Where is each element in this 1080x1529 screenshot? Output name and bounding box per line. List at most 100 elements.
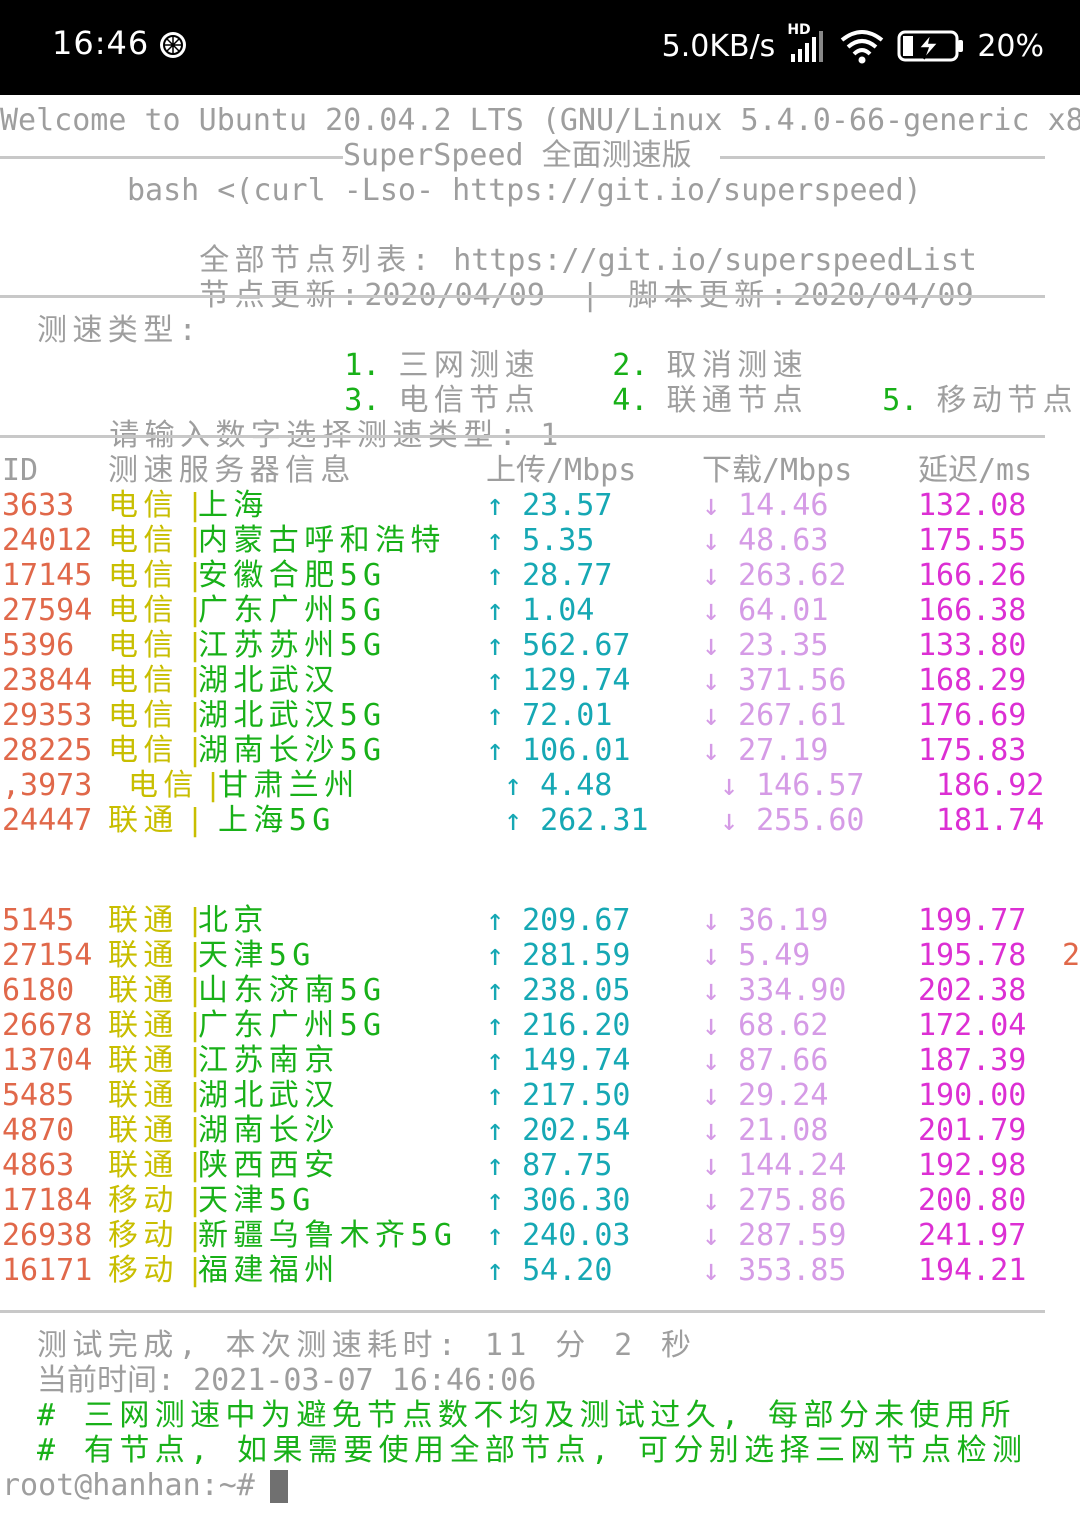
row-location: 湖南长沙 — [198, 1113, 340, 1148]
row-download: ↓ 29.24 — [702, 1078, 829, 1113]
row-id: 3633 — [2, 488, 75, 523]
row-download: ↓ 5.49 — [702, 938, 811, 973]
row-isp: 联通 — [108, 1148, 179, 1183]
row-id: 28225 — [2, 733, 93, 768]
row-upload: ↑ 4.48 — [504, 768, 613, 803]
row-id: 4863 — [2, 1148, 75, 1183]
network-type: HD — [787, 22, 811, 38]
battery-charging-icon — [897, 30, 964, 62]
row-isp: 联通 — [108, 1043, 179, 1078]
row-download: ↓ 287.59 — [702, 1218, 847, 1253]
row-latency: 181.74 — [936, 803, 1045, 838]
welcome-line: Welcome to Ubuntu 20.04.2 LTS (GNU/Linux… — [0, 103, 1080, 138]
row-isp: 电信 — [108, 628, 179, 663]
row-location: 广东广州5G — [198, 1008, 387, 1043]
row-upload: ↑ 72.01 — [486, 698, 613, 733]
row-location: 福建福州 — [198, 1253, 340, 1288]
table-header: ID 测速服务器信息 上传/Mbps 下载/Mbps 延迟/ms — [0, 453, 1080, 698]
header-latency: 延迟/ms — [918, 453, 1033, 488]
row-download: ↓ 144.24 — [702, 1148, 847, 1183]
row-isp: 电信 — [108, 593, 179, 628]
row-latency: 166.26 — [918, 558, 1027, 593]
row-separator: | — [186, 488, 205, 523]
menu-option-3: 3. 电信节点 — [344, 383, 541, 418]
row-latency: 175.55 — [918, 523, 1027, 558]
row-upload: ↑ 306.30 — [486, 1183, 631, 1218]
row-latency: 199.77 — [918, 903, 1027, 938]
row-download: ↓ 14.46 — [702, 488, 829, 523]
row-latency: 133.80 — [918, 628, 1027, 663]
row-isp: 移动 — [108, 1253, 179, 1288]
row-latency: 195.78 — [918, 938, 1027, 973]
row-separator: | — [186, 1148, 205, 1183]
row-isp: 电信 — [108, 488, 179, 523]
row-latency: 176.69 — [918, 698, 1027, 733]
row-upload: ↑ 106.01 — [486, 733, 631, 768]
row-location: 陕西西安 — [198, 1148, 340, 1183]
row-download: ↓ 36.19 — [702, 903, 829, 938]
row-id: 24012 — [2, 523, 93, 558]
row-upload: ↑ 28.77 — [486, 558, 613, 593]
wifi-icon — [841, 30, 884, 64]
row-location: 江苏南京 — [198, 1043, 340, 1078]
signal-icon: HD — [787, 22, 827, 66]
shell-prompt: root@hanhan:~# — [2, 1468, 255, 1503]
row-location: 天津5G — [198, 1183, 316, 1218]
row-latency: 166.38 — [918, 593, 1027, 628]
row-isp: 电信 — [128, 768, 199, 803]
row-location: 山东济南5G — [198, 973, 387, 1008]
terminal-screen[interactable]: Welcome to Ubuntu 20.04.2 LTS (GNU/Linux… — [0, 95, 1080, 1529]
row-latency: 168.29 — [918, 663, 1027, 698]
row-latency: 132.08 — [918, 488, 1027, 523]
row-separator: | — [186, 973, 205, 1008]
row-separator: | — [186, 1113, 205, 1148]
row-location: 甘肃兰州 — [218, 768, 360, 803]
row-upload: ↑ 216.20 — [486, 1008, 631, 1043]
row-upload: ↑ 54.20 — [486, 1253, 613, 1288]
row-isp: 电信 — [108, 698, 179, 733]
row-location: 天津5G — [198, 938, 316, 973]
row-id: ,3973 — [2, 768, 93, 803]
row-separator: | — [204, 768, 223, 803]
row-id: 5485 — [2, 1078, 75, 1113]
row-isp: 电信 — [108, 733, 179, 768]
row-location: 江苏苏州5G — [198, 628, 387, 663]
divider-3 — [0, 1310, 1045, 1313]
row-download: ↓ 255.60 — [720, 803, 865, 838]
row-latency: 201.79 — [918, 1113, 1027, 1148]
row-latency: 194.21 — [918, 1253, 1027, 1288]
menu-option-4: 4. 联通节点 — [612, 383, 809, 418]
row-separator: | — [186, 558, 205, 593]
row-isp: 联通 — [108, 938, 179, 973]
row-upload: ↑ 5.35 — [486, 523, 595, 558]
row-separator: | — [186, 523, 205, 558]
row-location: 湖北武汉 — [198, 1078, 340, 1113]
row-id: 23844 — [2, 663, 93, 698]
row-location: 新疆乌鲁木齐5G — [198, 1218, 458, 1253]
header-download: 下载/Mbps — [702, 453, 853, 488]
header-server: 测速服务器信息 — [108, 453, 356, 488]
divider-2 — [0, 435, 1045, 438]
row-upload: ↑ 209.67 — [486, 903, 631, 938]
banner-rule-right — [720, 156, 1045, 159]
row-location: 湖北武汉 — [198, 663, 340, 698]
row-latency: 192.98 — [918, 1148, 1027, 1183]
row-separator: | — [186, 593, 205, 628]
row-separator: | — [186, 938, 205, 973]
row-isp: 联通 — [108, 1113, 179, 1148]
command-line: bash <(curl -Lso- https://git.io/supersp… — [127, 173, 922, 208]
network-speed: 5.0KB/s — [661, 28, 776, 64]
status-bar: 16:46 5.0KB/s HD — [0, 0, 1080, 95]
row-id: 29353 — [2, 698, 93, 733]
row-upload: ↑ 238.05 — [486, 973, 631, 1008]
row-isp: 移动 — [108, 1218, 179, 1253]
row-location: 湖北武汉5G — [198, 698, 387, 733]
menu-option-2: 2. 取消测速 — [612, 348, 809, 383]
terminal-cursor — [270, 1470, 288, 1503]
row-isp: 联通 — [108, 903, 179, 938]
row-download: ↓ 146.57 — [720, 768, 865, 803]
row-download: ↓ 334.90 — [702, 973, 847, 1008]
row-id: 4870 — [2, 1113, 75, 1148]
row-id: 24447 — [2, 803, 93, 838]
row-latency: 202.38 — [918, 973, 1027, 1008]
